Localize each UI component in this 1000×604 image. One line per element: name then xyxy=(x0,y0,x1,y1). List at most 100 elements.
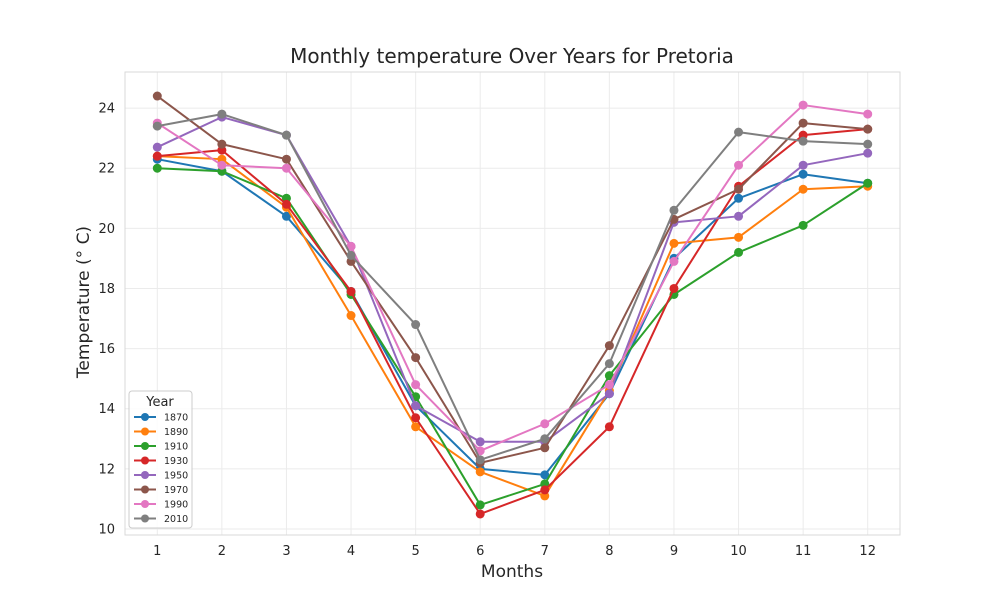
x-tick-label: 10 xyxy=(730,544,747,559)
legend-label: 1910 xyxy=(164,442,188,453)
data-point xyxy=(152,163,162,173)
data-point xyxy=(798,220,808,230)
legend-marker xyxy=(141,456,149,465)
x-tick-labels: 1 2 3 4 5 6 7 8 9 10 11 12 xyxy=(153,544,876,559)
legend-entry: 1910 xyxy=(134,442,188,453)
legend: Year 1870 1890 1910 1930 1950 1970 1990 2010 xyxy=(128,390,193,529)
data-point xyxy=(475,437,485,447)
data-point xyxy=(604,389,614,399)
data-point xyxy=(734,193,744,203)
data-point xyxy=(863,109,873,119)
legend-marker xyxy=(141,442,149,450)
data-point xyxy=(346,250,356,260)
data-point xyxy=(411,401,421,411)
data-point xyxy=(475,467,485,477)
legend-entry: 1990 xyxy=(134,500,188,511)
x-tick-label: 3 xyxy=(282,544,290,559)
data-point xyxy=(152,151,162,161)
grid-layer xyxy=(125,72,900,535)
legend-box xyxy=(128,390,193,529)
legend-entry: 1870 xyxy=(134,413,188,424)
x-tick-label: 5 xyxy=(411,544,419,559)
legend-entry: 1890 xyxy=(134,427,188,438)
data-point xyxy=(217,139,227,149)
data-point xyxy=(604,422,614,432)
data-point xyxy=(475,509,485,519)
data-point xyxy=(475,455,485,465)
plot-frame xyxy=(124,71,901,536)
x-tick-label: 11 xyxy=(795,544,812,559)
data-point xyxy=(734,247,744,257)
legend-label: 1890 xyxy=(164,427,188,438)
data-point xyxy=(798,169,808,179)
x-tick-label: 2 xyxy=(218,544,226,559)
series-2010 xyxy=(152,109,873,465)
data-point xyxy=(152,142,162,152)
data-point xyxy=(863,124,873,134)
series-line xyxy=(157,158,868,476)
series-line xyxy=(157,155,868,497)
x-tick-label: 12 xyxy=(859,544,876,559)
legend-label: 1930 xyxy=(164,456,188,467)
x-tick-label: 8 xyxy=(605,544,613,559)
data-point xyxy=(346,311,356,321)
data-point xyxy=(346,241,356,251)
data-point xyxy=(798,136,808,146)
y-tick-label: 16 xyxy=(98,342,115,357)
x-axis-label: Months xyxy=(481,562,543,582)
data-point xyxy=(669,205,679,215)
legend-label: 2010 xyxy=(164,514,188,525)
data-point xyxy=(281,130,291,140)
data-point xyxy=(669,256,679,266)
data-point xyxy=(540,443,550,453)
series-line xyxy=(156,104,868,452)
data-point xyxy=(540,419,550,429)
data-point xyxy=(604,341,614,351)
legend-entries: 1870 1890 1910 1930 1950 1970 1990 2010 xyxy=(134,413,188,525)
x-tick-label: 7 xyxy=(541,544,549,559)
data-point xyxy=(411,353,421,363)
legend-marker xyxy=(141,413,149,421)
data-point xyxy=(540,434,550,444)
x-tick-label: 9 xyxy=(670,544,678,559)
data-point xyxy=(604,359,614,369)
legend-marker xyxy=(141,471,149,479)
data-point xyxy=(281,211,291,221)
y-axis-label: Temperature (° C) xyxy=(74,226,94,379)
data-point xyxy=(281,199,291,209)
legend-title: Year xyxy=(145,395,174,410)
legend-marker xyxy=(141,500,149,508)
x-tick-label: 4 xyxy=(347,544,355,559)
data-point xyxy=(734,211,744,221)
data-point xyxy=(152,91,162,101)
data-point xyxy=(217,109,227,119)
data-point xyxy=(411,413,421,423)
data-point xyxy=(863,148,873,158)
data-point xyxy=(411,380,421,390)
legend-label: 1970 xyxy=(164,485,188,496)
legend-label: 1950 xyxy=(164,471,188,482)
legend-marker xyxy=(141,485,149,494)
data-point xyxy=(734,232,744,242)
y-tick-label: 18 xyxy=(98,282,115,297)
data-point xyxy=(152,121,162,131)
legend-marker xyxy=(141,514,149,523)
data-point xyxy=(669,238,679,248)
y-tick-label: 10 xyxy=(98,522,115,537)
series-1970 xyxy=(152,91,873,468)
y-tick-label: 24 xyxy=(98,102,115,117)
y-tick-label: 14 xyxy=(98,402,115,417)
data-point xyxy=(669,283,679,293)
data-point xyxy=(217,160,227,170)
legend-label: 1990 xyxy=(164,500,188,511)
chart-title: Monthly temperature Over Years for Preto… xyxy=(290,44,734,68)
legend-entry: 1930 xyxy=(134,456,188,467)
y-tick-label: 22 xyxy=(98,162,115,177)
y-tick-label: 20 xyxy=(98,222,115,237)
data-point xyxy=(475,500,485,510)
data-point xyxy=(734,184,744,194)
data-point xyxy=(540,470,550,480)
legend-entry: 1970 xyxy=(134,485,188,496)
